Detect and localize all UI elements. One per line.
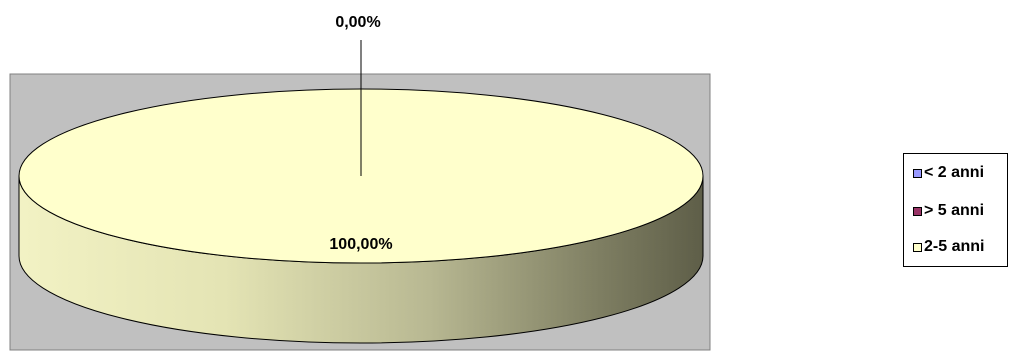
legend-item: > 5 anni [913,201,984,221]
legend-label: > 5 anni [924,202,985,219]
legend-item: 2-5 anni [913,237,984,257]
legend-swatch [913,168,922,178]
legend: < 2 anni > 5 anni 2-5 anni [903,153,1008,267]
legend-swatch [913,242,922,252]
legend-label: < 2 anni [924,164,985,181]
legend-swatch [913,206,922,216]
legend-label: 2-5 anni [924,238,985,255]
legend-item: < 2 anni [913,163,984,183]
data-label-zero: 0,00% [335,14,380,31]
data-label-full: 100,00% [329,236,392,253]
